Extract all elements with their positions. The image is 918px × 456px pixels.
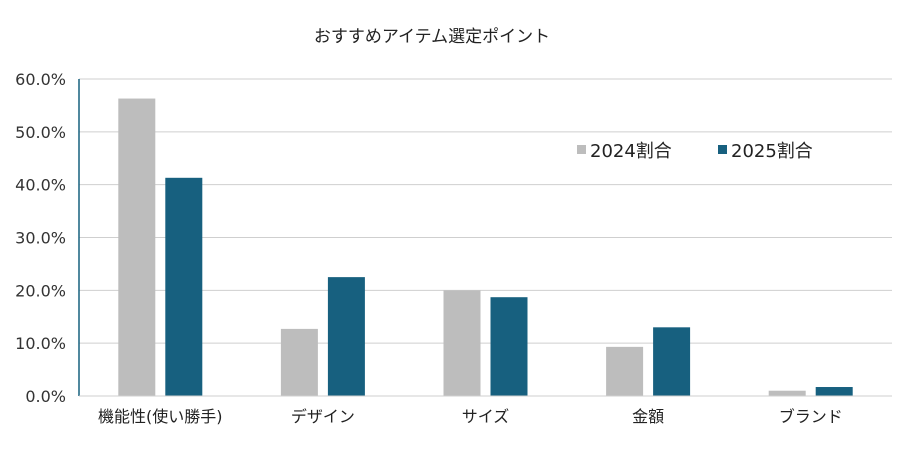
bar-series-1-4 bbox=[768, 390, 806, 396]
y-tick-label: 60.0% bbox=[15, 70, 66, 89]
bars bbox=[118, 98, 853, 396]
legend: 2024割合 2025割合 bbox=[577, 141, 813, 162]
y-tick-label: 10.0% bbox=[15, 334, 66, 353]
x-category-label: 金額 bbox=[632, 407, 664, 426]
bar-series-2-2 bbox=[490, 297, 528, 396]
bar-series-2-1 bbox=[327, 277, 365, 396]
legend-swatch bbox=[718, 145, 727, 154]
bar-series-1-1 bbox=[280, 328, 318, 396]
y-tick-label: 20.0% bbox=[15, 281, 66, 300]
axis-labels: 0.0% 10.0% 20.0% 30.0% 40.0% 50.0% 60.0% 機能性(使い… bbox=[15, 70, 843, 426]
y-tick-label: 0.0% bbox=[25, 387, 66, 406]
y-tick-label: 30.0% bbox=[15, 229, 66, 248]
legend-label: 2024割合 bbox=[590, 141, 672, 162]
x-category-label: デザイン bbox=[291, 407, 355, 426]
legend-label: 2025割合 bbox=[731, 141, 813, 162]
bar-series-2-4 bbox=[815, 387, 853, 396]
bar-series-1-0 bbox=[118, 98, 156, 396]
legend-swatch bbox=[577, 145, 586, 154]
chart-title: おすすめアイテム選定ポイント bbox=[314, 27, 550, 47]
x-category-label: 機能性(使い勝手) bbox=[98, 407, 223, 426]
x-category-label: ブランド bbox=[779, 407, 843, 426]
bar-series-1-3 bbox=[606, 346, 644, 396]
y-tick-label: 50.0% bbox=[15, 123, 66, 142]
bar-series-1-2 bbox=[443, 290, 481, 396]
x-category-label: サイズ bbox=[462, 407, 510, 426]
axes bbox=[78, 79, 892, 397]
y-tick-label: 40.0% bbox=[15, 176, 66, 195]
bar-series-2-0 bbox=[165, 177, 203, 396]
gridlines bbox=[79, 78, 892, 344]
bar-series-2-3 bbox=[653, 327, 691, 396]
